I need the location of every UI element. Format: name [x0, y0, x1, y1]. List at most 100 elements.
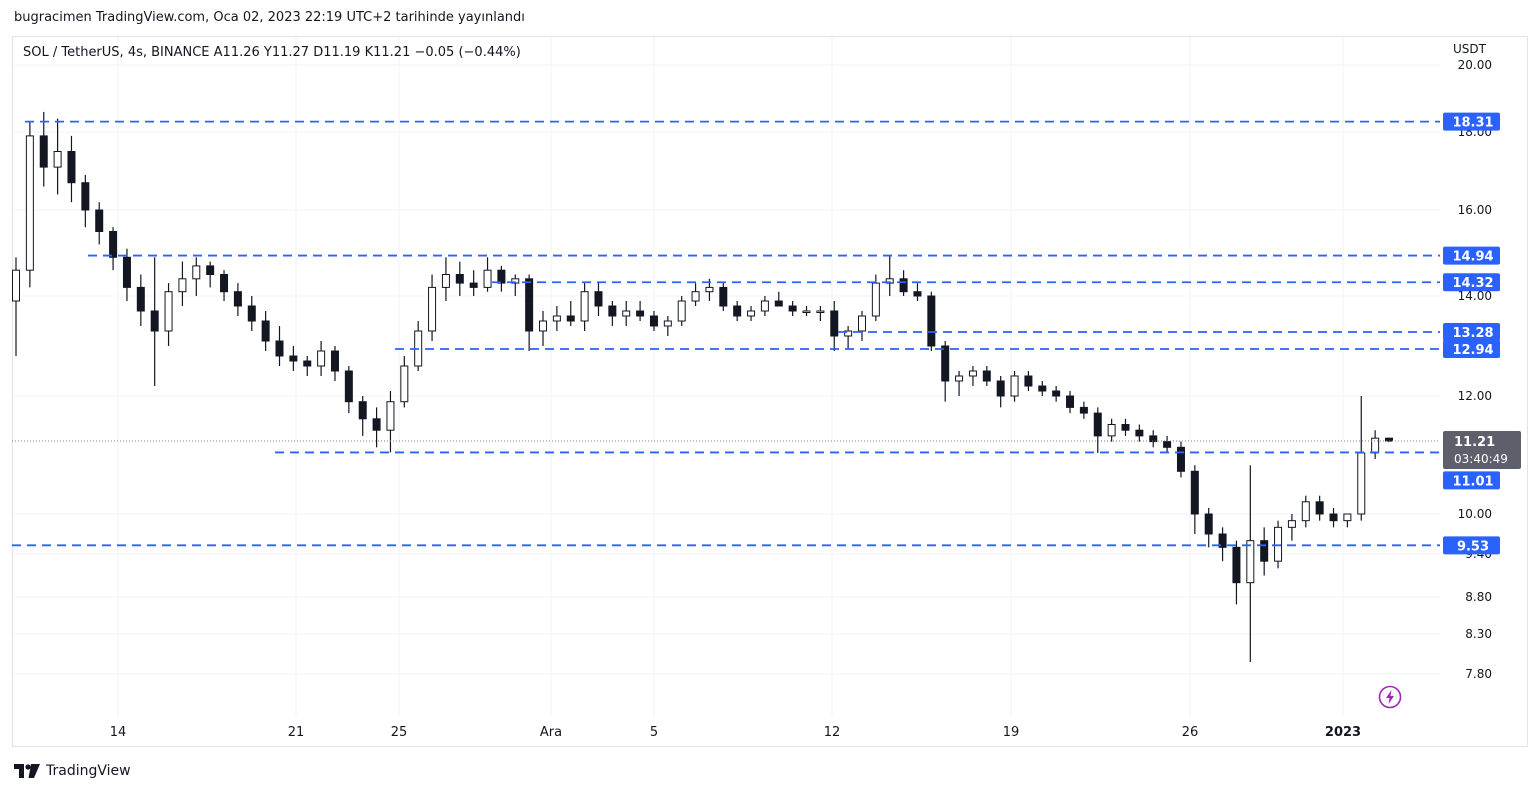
candle [525, 274, 534, 351]
candle [1121, 418, 1130, 436]
candle [164, 283, 173, 346]
candle [261, 311, 270, 351]
candle [136, 274, 145, 326]
level-price-tag: 11.01 [1443, 471, 1500, 490]
candle-body [206, 265, 215, 275]
candle-body [636, 310, 645, 317]
candle [1357, 396, 1366, 521]
candle [1260, 527, 1269, 576]
candle [955, 371, 964, 396]
candle-body [330, 350, 339, 372]
candle-body [81, 182, 90, 211]
candle-body [469, 282, 478, 288]
symbol-legend[interactable]: SOL / TetherUS, 4s, BINANCE A11.26 Y11.2… [23, 45, 521, 60]
candle [747, 306, 756, 321]
candle [178, 261, 187, 306]
candle-body [663, 320, 672, 327]
legend-symbol: SOL / TetherUS, 4s, BINANCE [23, 45, 210, 60]
candle-body [1232, 546, 1241, 584]
candle-body [857, 315, 866, 332]
legend-high: Y11.27 [263, 45, 310, 60]
x-tick-label: 12 [824, 725, 841, 740]
candle [1163, 435, 1172, 453]
candle [303, 356, 312, 376]
candle [469, 270, 478, 296]
x-axis[interactable]: 14 21 25 Ara 5 12 19 26 2023 [110, 725, 1361, 740]
candle-body [844, 330, 853, 337]
candle [857, 311, 866, 341]
candle [1329, 507, 1338, 528]
y-tick-label: 7.80 [1465, 667, 1492, 681]
y-tick-label: 14.00 [1458, 289, 1492, 303]
candle-body [483, 269, 492, 288]
y-axis[interactable]: 20.0018.0016.0014.0012.0010.009.408.808.… [1458, 58, 1492, 681]
candle-body [67, 151, 76, 184]
candle [53, 118, 62, 195]
currency-label[interactable]: USDT [1453, 42, 1486, 56]
legend-close: K11.21 [364, 45, 411, 60]
candle [289, 346, 298, 371]
candle-body [261, 320, 270, 342]
candle [539, 311, 548, 346]
candle [81, 174, 90, 228]
legend-change: −0.05 (−0.44%) [414, 45, 521, 60]
candle-body [677, 300, 686, 322]
candle-body [982, 370, 991, 382]
candle [1024, 371, 1033, 391]
horizontal-levels[interactable] [12, 120, 1440, 547]
candle-body [733, 305, 742, 317]
candle [774, 291, 783, 307]
candle-body [1246, 540, 1255, 584]
candle-body [247, 305, 256, 322]
candle [317, 341, 326, 376]
level-price-tag: 14.94 [1443, 246, 1500, 265]
candle-body [899, 278, 908, 293]
candle [802, 306, 811, 316]
grid-lines [12, 37, 1440, 716]
candle-body [760, 300, 769, 312]
y-tick-label: 10.00 [1458, 507, 1492, 521]
level-tag-bg [1443, 246, 1500, 265]
level-tag-label: 9.53 [1457, 539, 1489, 554]
candle-body [1343, 513, 1352, 522]
level-tag-label: 18.31 [1452, 116, 1493, 131]
tradingview-logo-icon [14, 764, 40, 778]
level-tag-bg [1443, 536, 1500, 555]
candle [497, 265, 506, 292]
candle [483, 257, 492, 292]
candle-body [594, 291, 603, 307]
candle-body [1107, 424, 1116, 437]
level-price-tag: 13.28 [1443, 323, 1500, 341]
candle [691, 283, 700, 306]
candle-body [192, 265, 201, 280]
x-tick-label: 26 [1182, 725, 1199, 740]
candle [927, 291, 936, 351]
candle [1301, 495, 1310, 528]
candle [816, 306, 825, 321]
candle [233, 283, 242, 316]
candle-body [441, 274, 450, 288]
candle-body [1301, 501, 1310, 522]
candle [1093, 407, 1102, 453]
candle [594, 283, 603, 316]
candle-body [1357, 452, 1366, 515]
y-tick-label: 8.80 [1465, 590, 1492, 604]
level-tag-label: 13.28 [1452, 326, 1493, 341]
candle-body [1287, 520, 1296, 528]
level-tag-bg [1443, 323, 1500, 341]
level-tag-label: 12.94 [1452, 343, 1493, 358]
level-tag-bg [1443, 340, 1500, 358]
candle [844, 326, 853, 349]
candle-body [1052, 390, 1061, 397]
candle-body [233, 291, 242, 307]
x-tick-label: 2023 [1325, 725, 1361, 740]
tradingview-logo[interactable]: TradingView [14, 763, 131, 779]
candle-body [164, 291, 173, 332]
candle-body [580, 291, 589, 322]
lightning-alert-icon[interactable] [1378, 685, 1402, 709]
candle [1149, 430, 1158, 448]
candle [719, 283, 728, 311]
candle [344, 366, 353, 414]
level-price-tag: 14.32 [1443, 273, 1500, 292]
